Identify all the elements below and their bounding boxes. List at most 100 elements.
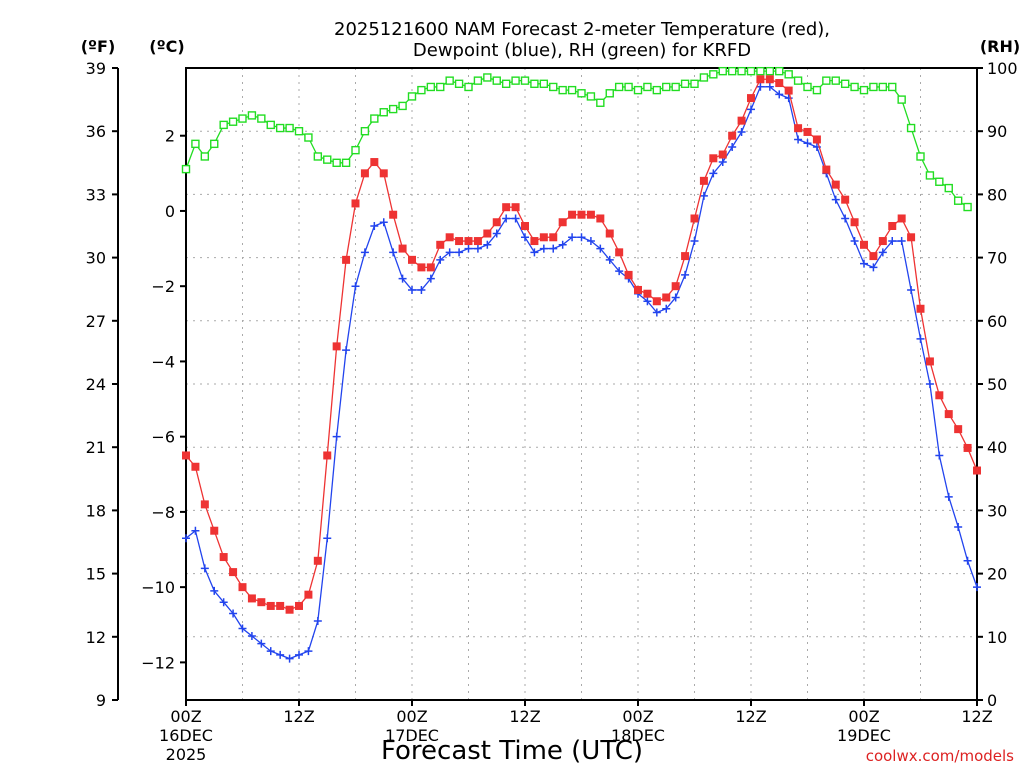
temperature-point <box>295 601 303 610</box>
dewpoint-point <box>473 244 482 253</box>
dewpoint-point <box>775 90 784 99</box>
rh-point <box>643 82 652 92</box>
temperature-point <box>954 425 963 434</box>
temperature-point <box>765 75 774 84</box>
dewpoint-point <box>925 380 934 388</box>
rh-point <box>294 126 304 136</box>
rh-point <box>398 101 407 111</box>
celsius-tick-label: −6 <box>151 428 175 447</box>
rh-point <box>445 76 454 85</box>
rh-point <box>840 79 850 89</box>
rh-point <box>756 66 765 76</box>
rh-point <box>888 82 897 92</box>
dewpoint-point <box>596 244 605 253</box>
celsius-tick-label: −4 <box>151 352 175 371</box>
dewpoint-point <box>784 94 793 103</box>
rh-point <box>803 82 812 92</box>
temperature-point <box>869 252 878 261</box>
dewpoint-point <box>699 191 708 200</box>
dewpoint-point <box>502 214 511 223</box>
temperature-point <box>530 237 539 246</box>
temperature-point <box>473 237 482 246</box>
dewpoint-point <box>803 139 812 148</box>
rh-point <box>793 76 803 85</box>
fahrenheit-tick-label: 12 <box>86 628 106 647</box>
temperature-point <box>492 218 501 227</box>
temperature-point <box>577 210 586 219</box>
dewpoint-point <box>737 127 746 136</box>
rh-point <box>181 164 191 174</box>
rh-point <box>210 139 219 149</box>
rh-tick-label: 90 <box>987 122 1007 141</box>
dewpoint-point <box>445 248 454 257</box>
dewpoint-point <box>219 598 228 607</box>
rh-point <box>549 82 558 92</box>
celsius-unit-label: (ºC) <box>149 37 184 56</box>
dewpoint-point <box>304 647 313 656</box>
rh-point <box>727 66 737 76</box>
rh-point <box>680 79 690 89</box>
dewpoint-point <box>681 270 690 279</box>
rh-point <box>869 82 878 92</box>
rh-point <box>699 73 709 82</box>
temperature-point <box>897 214 906 223</box>
rh-point <box>483 73 492 82</box>
x-year-label: 2025 <box>166 745 207 764</box>
dewpoint-point <box>229 609 238 618</box>
rh-point <box>878 82 888 92</box>
rh-point <box>859 85 869 95</box>
rh-point <box>624 82 633 92</box>
rh-point <box>238 114 247 123</box>
rh-point <box>313 152 323 161</box>
rh-point <box>511 76 520 85</box>
dewpoint-point <box>728 143 737 151</box>
dewpoint-point <box>389 248 398 257</box>
dewpoint-point <box>191 526 200 535</box>
temperature-point <box>200 500 209 509</box>
celsius-tick-label: 0 <box>165 202 175 221</box>
dewpoint-point <box>295 650 303 659</box>
temperature-point <box>662 293 671 302</box>
x-tick-label: 12Z <box>283 707 314 726</box>
rh-point <box>539 79 549 89</box>
rh-point <box>473 76 483 85</box>
temperature-point <box>737 116 746 125</box>
rh-point <box>530 79 539 89</box>
fahrenheit-tick-label: 33 <box>86 185 106 204</box>
source-credit: coolwx.com/models <box>866 747 1014 765</box>
dewpoint-point <box>869 263 878 272</box>
dewpoint-point <box>511 214 520 223</box>
temperature-point <box>511 203 520 212</box>
rh-point <box>407 92 417 101</box>
chart-title-line2: Dewpoint (blue), RH (green) for KRFD <box>413 40 751 61</box>
x-axis-title: Forecast Time (UTC) <box>381 736 643 766</box>
rh-tick-label: 60 <box>987 312 1007 331</box>
rh-point <box>596 98 605 107</box>
dewpoint-point <box>831 195 840 204</box>
dewpoint-point <box>794 135 803 144</box>
rh-point <box>614 82 624 92</box>
dewpoint-point <box>436 255 445 264</box>
rh-point <box>200 152 210 161</box>
temperature-point <box>699 176 708 185</box>
fahrenheit-tick-label: 36 <box>86 122 106 141</box>
rh-point <box>332 158 341 168</box>
rh-tick-label: 30 <box>987 501 1007 520</box>
rh-point <box>266 120 275 130</box>
chart-axes <box>112 67 983 706</box>
temperature-point <box>907 233 916 242</box>
temperature-point <box>775 79 784 88</box>
fahrenheit-tick-label: 9 <box>96 691 106 710</box>
dewpoint-point <box>747 105 755 114</box>
rh-point <box>341 158 351 168</box>
rh-point <box>191 139 200 149</box>
dewpoint-point <box>398 274 407 283</box>
rh-point <box>925 171 935 180</box>
temperature-point <box>379 169 388 178</box>
rh-point <box>436 82 445 92</box>
temperature-point <box>445 233 454 242</box>
dewpoint-point <box>266 647 275 656</box>
rh-point <box>219 120 228 130</box>
grid-lines <box>186 68 977 700</box>
fahrenheit-tick-label: 18 <box>86 501 106 520</box>
